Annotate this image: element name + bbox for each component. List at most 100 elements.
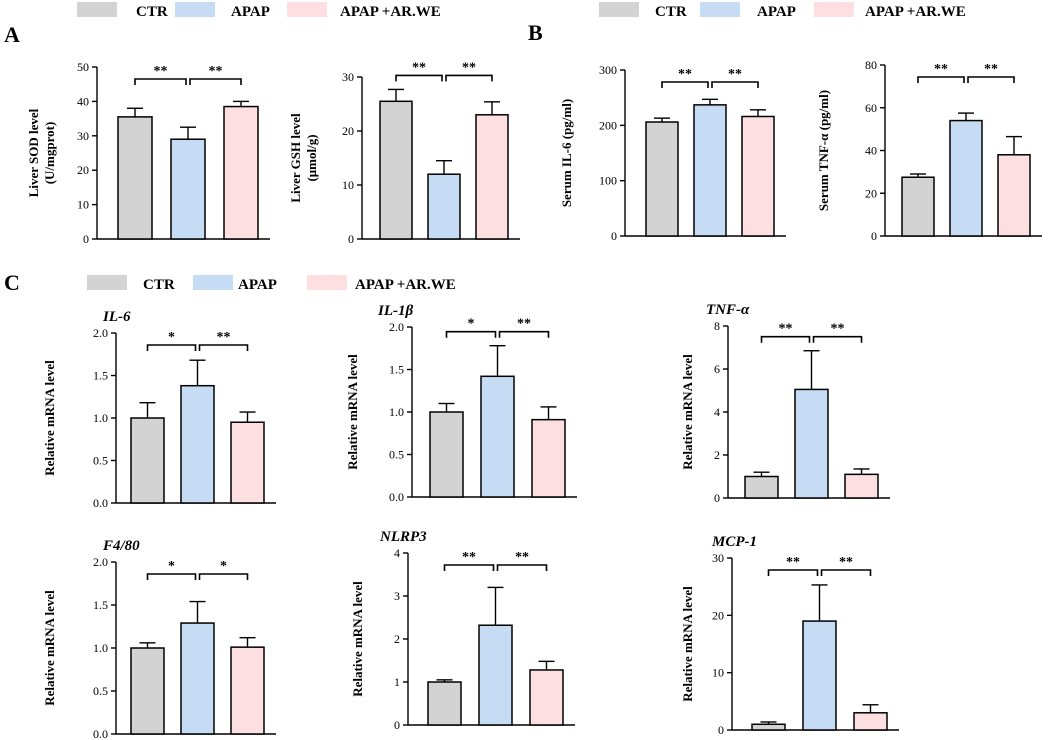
bar-0 xyxy=(645,121,679,237)
sig-label-0: * xyxy=(168,330,175,345)
legend-c-swatch-ctr xyxy=(87,275,127,290)
sig-bracket-0 xyxy=(443,564,495,571)
sig-bracket-0 xyxy=(395,74,443,82)
bar-0 xyxy=(427,681,462,726)
y-tick-label: 20 xyxy=(77,163,89,177)
sig-bracket-1 xyxy=(198,573,249,580)
y-tick-label: 1 xyxy=(394,675,400,689)
sig-label-1: ** xyxy=(217,330,231,345)
legend-b: CTR APAP APAP +AR.WE xyxy=(599,2,966,20)
y-tick-label: 20 xyxy=(865,186,877,200)
bar-1 xyxy=(170,138,206,240)
chart-title: TNF-α xyxy=(706,302,750,318)
chart-f480: 0.0 0.5 1.0 1.5 2.0 Relative mRNA level F4/80 *… xyxy=(42,538,276,740)
sig-label-1: ** xyxy=(209,64,223,79)
bar-0 xyxy=(901,176,935,237)
y-axis-label: Relative mRNA level xyxy=(345,354,360,470)
sig-bracket-1 xyxy=(967,76,1015,83)
y-axis-label: Relative mRNA level xyxy=(680,586,695,702)
y-tick-label: 40 xyxy=(865,144,877,158)
y-tick-label: 1.5 xyxy=(93,598,108,612)
sig-label-1: ** xyxy=(728,67,742,82)
panel-label-b: B xyxy=(528,20,543,45)
sig-bracket-0 xyxy=(917,76,965,83)
legend-b-swatch-apap-arwe xyxy=(814,2,854,17)
bar-2 xyxy=(853,712,888,731)
y-tick-label: 1.0 xyxy=(93,641,108,655)
sig-label-1: ** xyxy=(462,60,476,75)
y-tick-label: 1.0 xyxy=(93,411,108,425)
chart-title: NLRP3 xyxy=(379,529,427,545)
y-tick-label: 0.5 xyxy=(93,454,108,468)
bar-1 xyxy=(180,384,215,504)
sig-bracket-0 xyxy=(146,344,197,351)
sig-label-1: ** xyxy=(517,317,531,332)
sig-bracket-0 xyxy=(146,573,197,580)
y-tick-label: 300 xyxy=(599,63,617,77)
legend-a-swatch-apap-arwe xyxy=(287,2,327,17)
legend-c-label-apap: APAP xyxy=(238,277,277,293)
sig-label-0: ** xyxy=(786,555,800,570)
chart-sod: 0 10 20 30 40 50 Liver SOD level (U/mgprot) ** ** xyxy=(26,60,270,246)
chart-nlrp3: 0 1 2 3 4 Relative mRNA level NLRP3 ** ** xyxy=(350,529,575,732)
y-tick-label: 0 xyxy=(611,229,617,243)
sig-label-0: ** xyxy=(678,67,692,82)
y-tick-label: 2 xyxy=(394,632,400,646)
bar-2 xyxy=(223,105,259,240)
legend-a-label-ctr: CTR xyxy=(136,4,168,20)
sig-label-1: * xyxy=(220,559,227,574)
bar-2 xyxy=(529,669,564,726)
sig-bracket-1 xyxy=(189,78,242,85)
y-tick-label: 8 xyxy=(714,319,720,333)
sig-label-0: ** xyxy=(934,62,948,77)
bar-0 xyxy=(751,723,786,731)
sig-label-0: ** xyxy=(779,322,793,337)
y-axis-label: Relative mRNA level xyxy=(42,590,57,706)
y-tick-label: 1.5 xyxy=(389,363,404,377)
sig-label-0: ** xyxy=(154,64,168,79)
chart-mcp1: 0 10 20 30 Relative mRNA level MCP-1 ** ** xyxy=(680,534,899,737)
legend-b-swatch-ctr xyxy=(599,2,639,17)
y-tick-label: 6 xyxy=(714,362,720,376)
sig-bracket-1 xyxy=(711,81,759,88)
y-tick-label: 4 xyxy=(394,546,400,560)
bar-0 xyxy=(744,475,779,499)
sig-bracket-0 xyxy=(661,81,709,88)
legend-a-label-apap-arwe: APAP +AR.WE xyxy=(340,4,441,20)
y-tick-label: 0 xyxy=(718,723,724,737)
y-tick-label: 60 xyxy=(865,101,877,115)
legend-c-label-ctr: CTR xyxy=(143,277,175,293)
chart-il6s: 0 100 200 300 Serum IL-6 (pg/ml) ** ** xyxy=(559,63,786,243)
y-tick-label: 200 xyxy=(599,118,617,132)
chart-il1b: 0.0 0.5 1.0 1.5 2.0 Relative mRNA level IL-1β *… xyxy=(345,303,577,504)
sig-label-0: * xyxy=(168,559,175,574)
sig-bracket-1 xyxy=(812,335,863,343)
bar-1 xyxy=(794,388,829,499)
bar-0 xyxy=(117,116,153,240)
y-tick-label: 20 xyxy=(342,124,354,138)
chart-tnf: 0 2 4 6 8 Relative mRNA level TNF-α ** ** xyxy=(680,302,890,505)
y-tick-label: 30 xyxy=(77,129,89,143)
chart-title: IL-6 xyxy=(102,309,131,325)
bar-2 xyxy=(475,114,509,240)
y-tick-label: 0.5 xyxy=(389,448,404,462)
chart-title: IL-1β xyxy=(377,303,413,319)
legend-b-label-apap-arwe: APAP +AR.WE xyxy=(865,4,966,20)
legend-a-label-apap: APAP xyxy=(231,4,270,20)
y-tick-label: 0 xyxy=(871,229,877,243)
panel-label-a: A xyxy=(4,22,20,47)
sig-label-1: ** xyxy=(839,555,853,570)
y-tick-label: 40 xyxy=(77,94,89,108)
legend-c: CTR APAP APAP +AR.WE xyxy=(87,275,456,293)
bar-0 xyxy=(130,417,165,504)
sig-label-0: ** xyxy=(412,60,426,75)
bar-2 xyxy=(741,115,775,237)
y-tick-label: 0 xyxy=(714,491,720,505)
bar-1 xyxy=(480,375,515,498)
sig-bracket-0 xyxy=(445,330,497,338)
bar-2 xyxy=(230,421,265,504)
bar-1 xyxy=(180,622,215,735)
